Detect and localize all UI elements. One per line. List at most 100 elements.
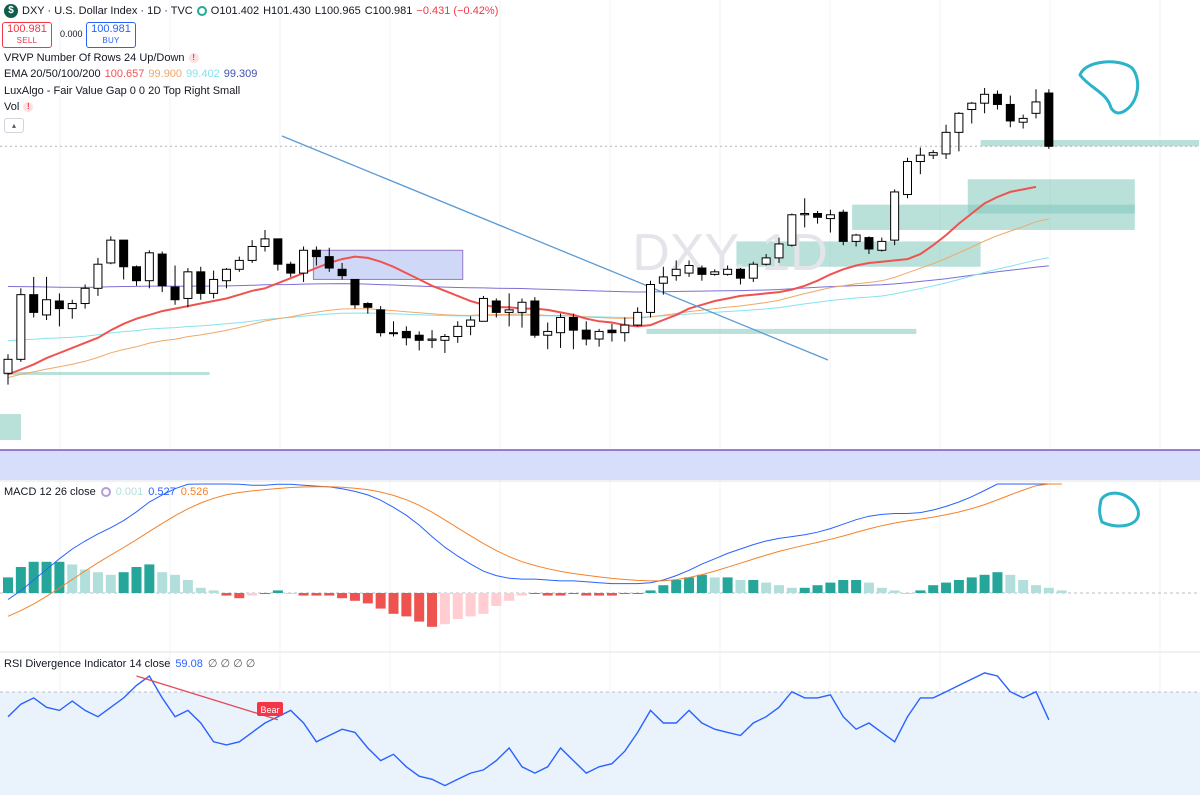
candle [633,307,643,327]
macd-histogram-bar [54,561,65,593]
candle-body-down [286,263,296,274]
ema-legend[interactable]: EMA 20/50/100/200 100.657 99.900 99.402 … [4,68,257,80]
candle-body-down [1044,92,1054,147]
candle-body-up [800,213,810,216]
macd-legend[interactable]: MACD 12 26 close 0.001 0.527 0.526 [4,486,208,498]
candle [594,328,604,347]
buy-button[interactable]: 100.981 BUY [86,22,136,48]
macd-histogram-bar [966,577,977,593]
candle [221,268,231,289]
macd-histogram-bar [478,593,489,614]
fair-value-gap-zones [0,139,1200,440]
macd-histogram-bar [876,587,887,593]
macd-histogram-bar [247,593,258,596]
candle [389,321,398,337]
candle-body-up [967,102,977,111]
candle-body-up [620,324,630,334]
candle [286,261,296,277]
sell-price: 100.981 [7,23,47,35]
candle [954,112,964,152]
settings-icon[interactable] [100,487,111,497]
symbol-line[interactable]: DXY · U.S. Dollar Index · 1D · TVC [22,5,193,17]
candle [401,326,411,346]
candle [556,313,566,348]
candle-body-up [684,264,694,274]
ema100-line [7,257,1049,342]
candle [864,236,874,255]
candle [890,189,900,246]
macd-histogram-bar [311,593,322,596]
ema200-value: 99.309 [223,68,258,80]
ema100-value: 99.402 [186,68,220,80]
macd-histogram-bar [28,561,39,593]
candle-body-down [170,286,180,301]
bear-label-text: Bear [260,705,279,715]
macd-histogram-bar [465,593,476,617]
macd-histogram-bar [645,590,656,593]
candle-body-down [735,268,745,279]
candle-body-up [440,335,450,341]
macd-histogram-bar [671,580,682,593]
volume-legend[interactable]: Vol ! [4,101,34,113]
rsi-legend[interactable]: RSI Divergence Indicator 14 close 59.08 … [4,657,255,671]
candle-body-up [723,268,733,275]
candle-body-down [697,267,707,275]
candle-body-up [774,243,784,259]
macd-histogram-bar [452,593,463,619]
bear-label-bg [257,702,283,716]
candle [247,240,257,263]
macd-signal-value: 0.526 [180,486,209,498]
candle [697,265,707,281]
macd-histogram-bar [838,580,849,593]
ema200-line [7,265,1049,293]
candle [735,268,745,285]
candle-body-down [337,268,347,277]
candle-body-up [890,191,900,241]
candle [581,321,591,346]
macd-histogram-bar [362,593,373,604]
candle-body-up [3,358,13,374]
candle-body-down [864,237,874,250]
pane-separators [0,480,1200,653]
ema50-value: 99.900 [148,68,183,80]
candle [196,266,206,300]
candle [157,251,167,293]
candle-body-down [132,266,141,282]
candle-body-up [517,301,527,313]
candle-body-up [234,259,244,270]
candle [42,276,52,321]
sell-button[interactable]: 100.981 SELL [2,22,52,48]
volume-label: Vol [4,101,20,113]
candle-body-down [119,239,129,268]
buy-label: BUY [102,36,120,45]
candle-body-up [748,263,758,279]
candle [80,284,90,309]
vrvp-legend[interactable]: VRVP Number Of Rows 24 Up/Down ! [4,52,199,64]
vrvp-label: VRVP Number Of Rows 24 Up/Down [4,52,185,64]
macd-histogram-bar [735,580,746,593]
candle [800,198,810,228]
macd-histogram-bar [581,593,592,596]
collapse-legend-button[interactable]: ▴ [4,118,24,133]
macd-histogram-bar [260,593,270,594]
highlight-circle-macd [1098,491,1140,528]
macd-histogram-bar [992,572,1003,593]
candle [363,302,373,314]
macd-histogram-bar [709,577,720,593]
price-change: −0.431 (−0.42%) [416,5,499,17]
macd-histogram-bar [825,582,836,593]
candle [209,270,219,299]
macd-histogram-bar [427,593,438,627]
candle-body-down [54,300,64,310]
candle-body-up [825,214,835,220]
luxalgo-legend[interactable]: LuxAlgo - Fair Value Gap 0 0 20 Top Righ… [4,85,240,97]
candle [299,246,309,282]
candle-body-up [761,257,771,265]
macd-pane [0,483,1200,627]
candle [1031,89,1041,119]
candle [453,321,463,343]
symbol-header: $ DXY · U.S. Dollar Index · 1D · TVC O10… [4,4,498,18]
candle-body-up [93,263,103,289]
volume-warning-icon: ! [23,102,34,112]
